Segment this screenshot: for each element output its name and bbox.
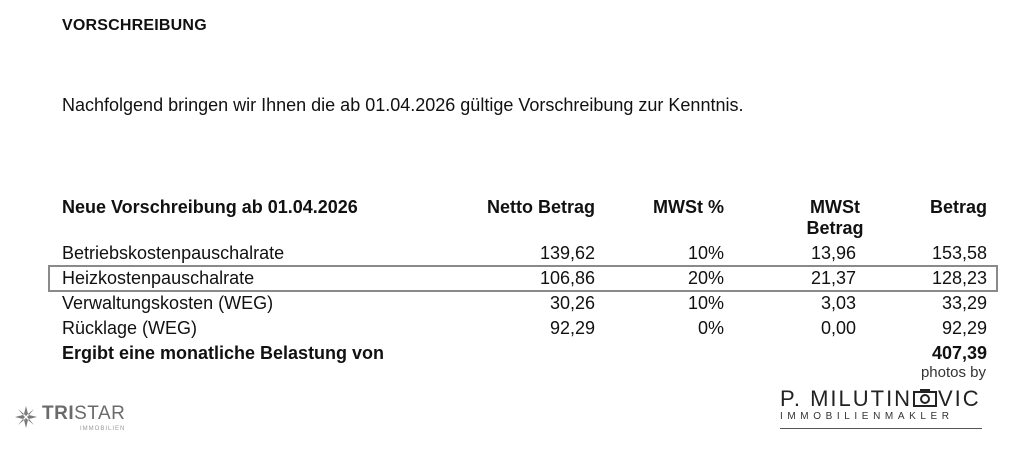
row-vat-amount: 21,37 — [810, 268, 856, 288]
row-description: Heizkostenpauschalrate — [62, 268, 255, 288]
star-burst-icon — [14, 405, 38, 434]
row-description: Verwaltungskosten (WEG) — [62, 293, 274, 313]
header-amount: Betrag — [929, 197, 987, 217]
tristar-wordmark-bold: TRI — [42, 403, 75, 424]
milutinovic-name-b: VIC — [938, 386, 981, 411]
intro-text: Nachfolgend bringen wir Ihnen die ab 01.… — [62, 95, 744, 115]
header-vat-amount: MWSt Betrag — [806, 197, 864, 238]
row-net-amount: 139,62 — [539, 243, 595, 263]
row-vat-amount: 0,00 — [820, 318, 856, 338]
row-amount: 153,58 — [931, 243, 987, 263]
row-vat-percent: 0% — [697, 318, 724, 338]
tristar-subtitle: IMMOBILIEN — [80, 426, 126, 432]
row-vat-percent: 20% — [687, 268, 724, 288]
table-header-row: Neue Vorschreibung ab 01.04.2026 Netto B… — [62, 197, 992, 241]
tristar-wordmark-rest: STAR — [74, 403, 126, 424]
table-row: Verwaltungskosten (WEG) 30,26 10% 3,03 3… — [62, 291, 992, 316]
row-description: Betriebskostenpauschalrate — [62, 243, 285, 263]
row-amount: 92,29 — [941, 318, 987, 338]
milutinovic-tagline: IMMOBILIENMAKLER — [780, 411, 954, 422]
table-row: Betriebskostenpauschalrate 139,62 10% 13… — [62, 241, 992, 266]
total-row: Ergibt eine monatliche Belastung von 407… — [62, 341, 992, 366]
table-row: Rücklage (WEG) 92,29 0% 0,00 92,29 — [62, 316, 992, 341]
tristar-wordmark: TRISTAR — [42, 403, 125, 425]
row-net-amount: 30,26 — [549, 293, 595, 313]
table-row-highlighted: Heizkostenpauschalrate 106,86 20% 21,37 … — [48, 265, 998, 292]
photos-by-label: photos by — [920, 364, 986, 381]
row-amount: 33,29 — [941, 293, 987, 313]
row-vat-percent: 10% — [687, 293, 724, 313]
row-vat-amount: 13,96 — [810, 243, 856, 263]
milutinovic-logo: photos by P. MILUTIN VIC IMMOBILIENMAKLE… — [780, 364, 990, 434]
header-description: Neue Vorschreibung ab 01.04.2026 — [62, 197, 358, 217]
header-net-amount: Netto Betrag — [486, 197, 595, 217]
milutinovic-name-a: P. MILUTIN — [780, 386, 913, 411]
tristar-logo: TRISTAR IMMOBILIEN — [14, 402, 134, 434]
total-value: 407,39 — [931, 343, 987, 363]
row-net-amount: 92,29 — [549, 318, 595, 338]
logo-divider — [780, 428, 982, 429]
row-vat-amount: 3,03 — [820, 293, 856, 313]
charges-table: Neue Vorschreibung ab 01.04.2026 Netto B… — [48, 197, 998, 366]
row-amount: 128,23 — [931, 268, 987, 288]
document-heading: VORSCHREIBUNG — [62, 17, 207, 34]
row-description: Rücklage (WEG) — [62, 318, 198, 338]
header-vat-percent: MWSt % — [653, 197, 724, 217]
row-vat-percent: 10% — [687, 243, 724, 263]
total-label: Ergibt eine monatliche Belastung von — [62, 343, 385, 363]
camera-icon — [913, 388, 937, 413]
row-net-amount: 106,86 — [539, 268, 595, 288]
